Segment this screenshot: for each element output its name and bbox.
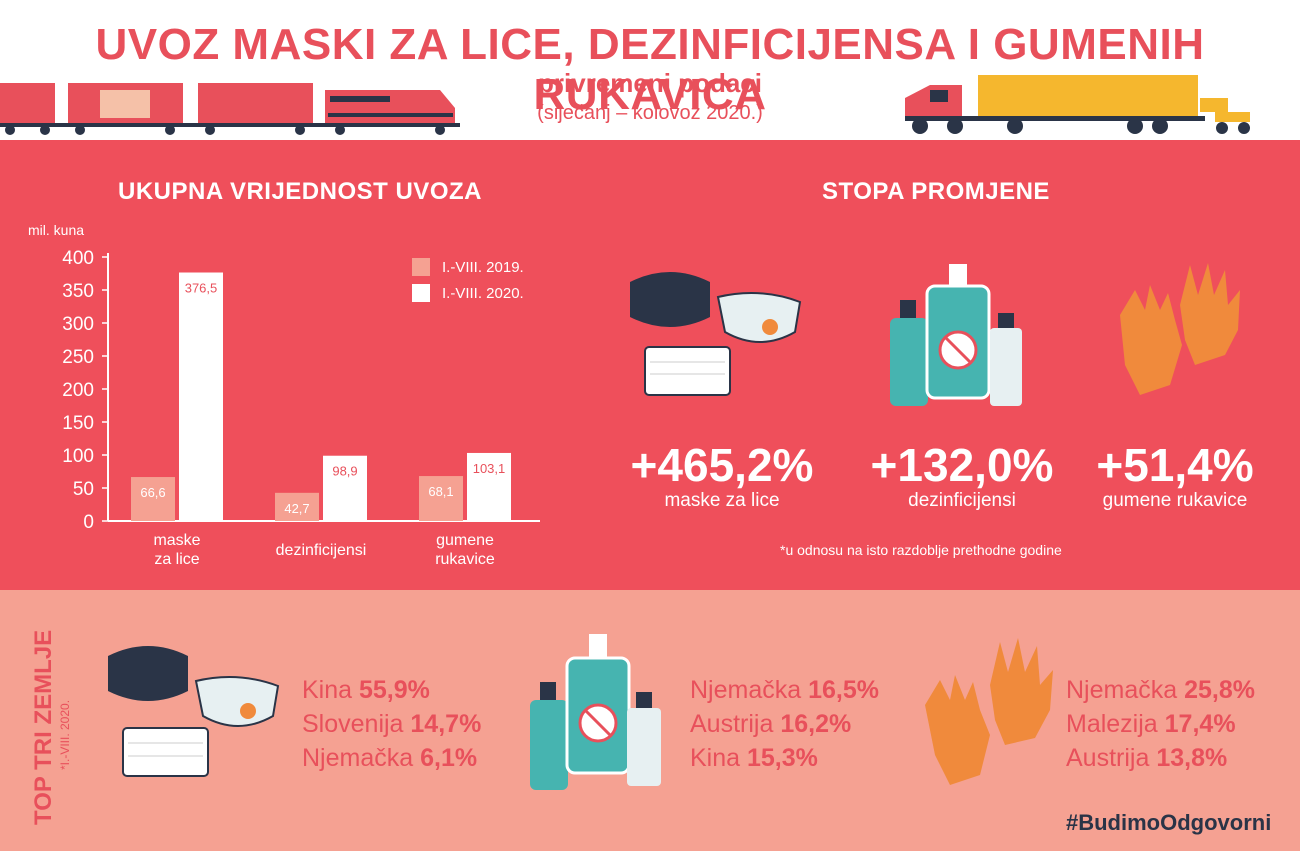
sanitizer-bottles-icon: [530, 634, 661, 790]
list-item: Austrija 13,8%: [1066, 741, 1255, 775]
truck-icon: [905, 75, 1250, 134]
top-countries-masks: Kina 55,9% Slovenija 14,7% Njemačka 6,1%: [302, 673, 481, 775]
bar-value-label: 376,5: [185, 281, 218, 296]
bar: [419, 476, 463, 521]
face-mask-icon: [630, 272, 802, 396]
page-title: UVOZ MASKI ZA LICE, DEZINFICIJENSA I GUM…: [95, 20, 1205, 119]
list-item: Kina 15,3%: [690, 741, 879, 775]
legend-item-2020: I.-VIII. 2020.: [412, 284, 524, 302]
top-countries-note: *I.-VIII. 2020.: [58, 699, 72, 770]
list-item: Slovenija 14,7%: [302, 707, 481, 741]
list-item: Kina 55,9%: [302, 673, 481, 707]
country-share: 6,1%: [420, 744, 478, 772]
country-share: 13,8%: [1156, 744, 1228, 772]
x-tick-label: dezinficijensi: [276, 542, 367, 559]
list-item: Austrija 16,2%: [690, 707, 879, 741]
country-name: Njemačka: [1066, 676, 1178, 704]
legend-item-2019: I.-VIII. 2019.: [412, 258, 524, 276]
legend-swatch-2020: [412, 284, 430, 302]
top-countries-disinfectants: Njemačka 16,5% Austrija 16,2% Kina 15,3%: [690, 673, 879, 775]
y-tick-label: 50: [73, 479, 94, 500]
country-share: 55,9%: [359, 676, 430, 704]
y-tick-label: 400: [62, 248, 94, 269]
country-share: 16,2%: [780, 710, 852, 738]
rate-gloves: +51,4% gumene rukavice: [1075, 438, 1275, 512]
y-tick-label: 150: [62, 413, 94, 434]
train-icon: [0, 83, 460, 135]
country-share: 17,4%: [1164, 710, 1236, 738]
top-countries-title: TOP TRI ZEMLJE: [30, 629, 57, 825]
y-tick-label: 300: [62, 314, 94, 335]
rate-masks: +465,2% maske za lice: [612, 438, 832, 512]
country-share: 25,8%: [1184, 676, 1255, 704]
bar: [131, 477, 175, 521]
rate-section-title: STOPA PROMJENE: [822, 178, 1050, 205]
country-share: 15,3%: [747, 744, 818, 772]
list-item: Njemačka 6,1%: [302, 741, 481, 775]
rate-disinfectants-value: +132,0%: [870, 439, 1054, 491]
value-section-title: UKUPNA VRIJEDNOST UVOZA: [118, 178, 482, 205]
face-mask-icon: [108, 646, 280, 777]
list-item: Malezija 17,4%: [1066, 707, 1255, 741]
country-name: Malezija: [1066, 710, 1158, 738]
period-label: (siječanj – kolovoz 2020.): [537, 102, 763, 124]
x-tick-label: za lice: [154, 551, 199, 568]
y-axis-unit: mil. kuna: [28, 222, 85, 238]
bar-value-label: 98,9: [332, 464, 357, 479]
sanitizer-bottles-icon: [890, 264, 1022, 406]
country-name: Slovenija: [302, 710, 404, 738]
rate-gloves-label: gumene rukavice: [1102, 490, 1248, 511]
country-share: 14,7%: [410, 710, 482, 738]
x-tick-label: rukavice: [435, 551, 495, 568]
top-countries-gloves: Njemačka 25,8% Malezija 17,4% Austrija 1…: [1066, 673, 1255, 775]
bar: [275, 492, 319, 521]
list-item: Njemačka 25,8%: [1066, 673, 1255, 707]
rate-gloves-value: +51,4%: [1096, 439, 1254, 491]
bar-value-label: 68,1: [428, 484, 453, 499]
country-name: Njemačka: [302, 744, 414, 772]
rate-masks-label: maske za lice: [664, 490, 780, 511]
y-tick-label: 250: [62, 347, 94, 368]
country-name: Austrija: [690, 710, 774, 738]
bar: [467, 452, 511, 521]
bar-value-label: 66,6: [140, 485, 165, 500]
bar: [179, 272, 223, 521]
rate-footnote: *u odnosu na isto razdoblje prethodne go…: [780, 542, 1062, 558]
rate-disinfectants-label: dezinficijensi: [908, 490, 1016, 511]
y-tick-label: 350: [62, 281, 94, 302]
header: UVOZ MASKI ZA LICE, DEZINFICIJENSA I GUM…: [0, 0, 1300, 140]
bar-value-label: 103,1: [473, 461, 506, 476]
y-tick-label: 0: [83, 512, 94, 533]
rubber-gloves-icon: [1120, 263, 1240, 395]
page-subtitle: privremeni podaci: [538, 68, 762, 98]
country-name: Kina: [690, 744, 741, 772]
country-name: Kina: [302, 676, 353, 704]
rubber-gloves-icon: [925, 638, 1053, 785]
hashtag: #BudimoOdgovorni: [1066, 810, 1272, 835]
rate-disinfectants: +132,0% dezinficijensi: [852, 438, 1072, 512]
bar-chart: 0 50 100 150 200 250 300 350 400 66,6 376,5 maske za…: [62, 248, 540, 568]
bar: [323, 455, 367, 521]
y-tick-label: 100: [62, 446, 94, 467]
y-tick-label: 200: [62, 380, 94, 401]
country-name: Njemačka: [690, 676, 802, 704]
x-tick-label: maske: [153, 532, 200, 549]
legend-label-2019: I.-VIII. 2019.: [442, 258, 524, 276]
legend-swatch-2019: [412, 258, 430, 276]
legend-label-2020: I.-VIII. 2020.: [442, 284, 524, 302]
bar-value-label: 42,7: [284, 501, 309, 516]
list-item: Njemačka 16,5%: [690, 673, 879, 707]
country-share: 16,5%: [808, 676, 879, 704]
rate-masks-value: +465,2%: [630, 439, 814, 491]
country-name: Austrija: [1066, 744, 1150, 772]
x-tick-label: gumene: [436, 532, 494, 549]
